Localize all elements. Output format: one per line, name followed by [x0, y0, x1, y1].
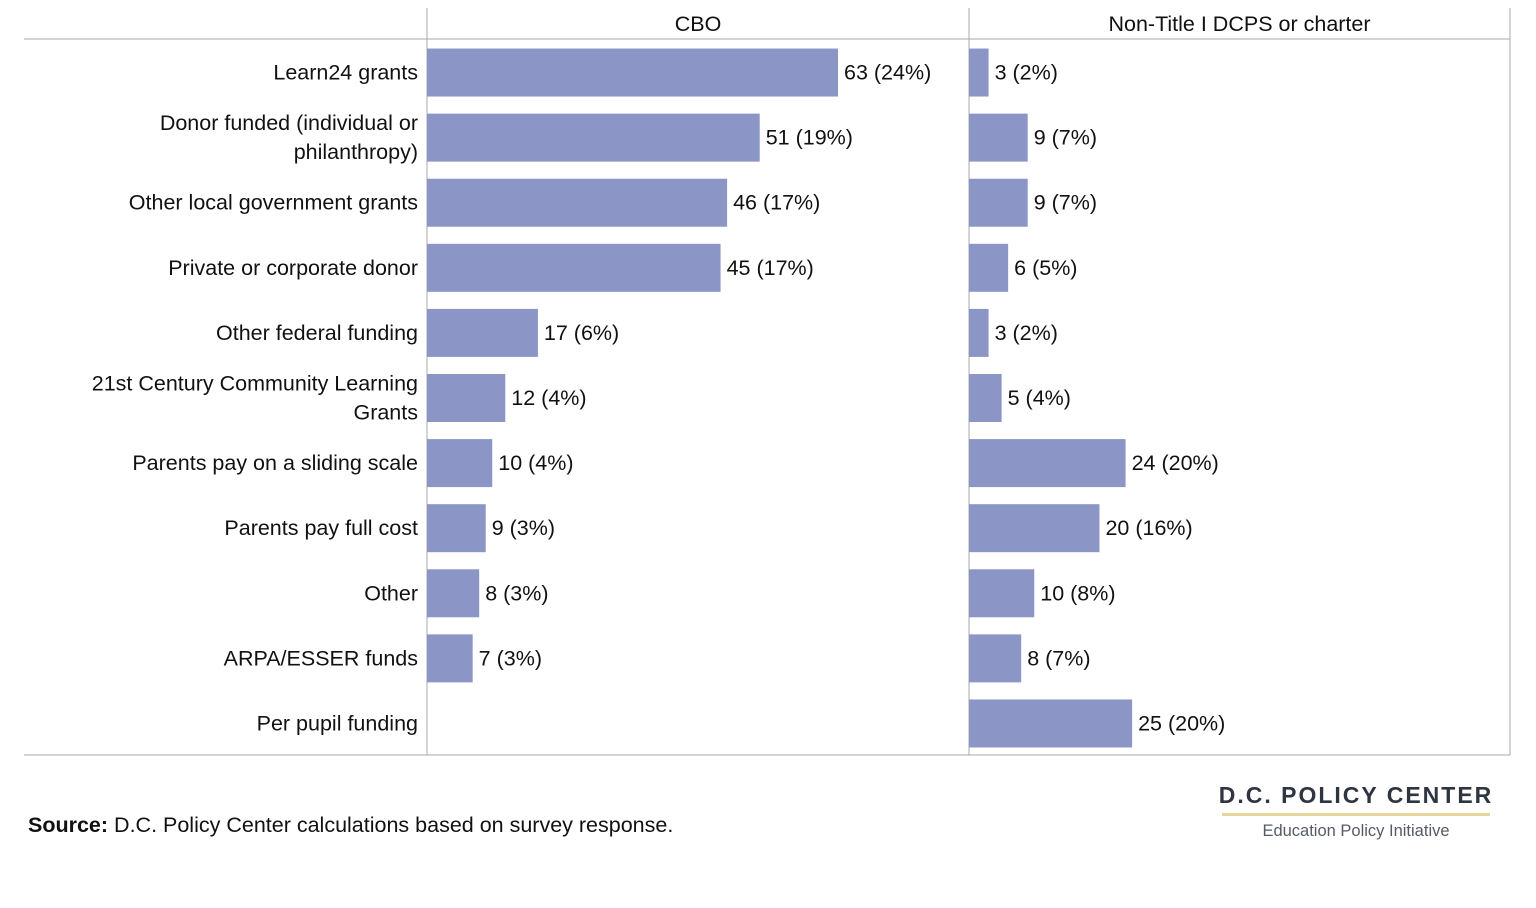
category-label: Other [364, 581, 418, 605]
bar [969, 439, 1126, 488]
category-labels: Learn24 grants Donor funded (individual o… [92, 61, 418, 736]
source-note: Source: D.C. Policy Center calculations … [28, 813, 673, 838]
bar [969, 178, 1028, 227]
logo-subtitle: Education Policy Initiative [1262, 822, 1450, 840]
dc-policy-center-logo: D.C. POLICY CENTER Education Policy Init… [1216, 782, 1496, 841]
data-label: 5 (4%) [1008, 386, 1071, 410]
bar [969, 48, 989, 97]
logo-divider [1222, 813, 1490, 816]
bar [427, 569, 480, 618]
source-text: D.C. Policy Center calculations based on… [108, 813, 674, 837]
data-label: 12 (4%) [511, 386, 586, 410]
data-label: 10 (8%) [1040, 581, 1115, 605]
category-label: Private or corporate donor [168, 256, 418, 280]
panel-title-1: Non-Title I DCPS or charter [1108, 12, 1370, 36]
bar [427, 504, 486, 553]
category-label: Learn24 grants [273, 61, 418, 85]
data-label: 17 (6%) [544, 321, 619, 345]
bar [969, 634, 1022, 683]
data-label: 9 (3%) [492, 516, 555, 540]
data-label: 9 (7%) [1034, 126, 1097, 150]
bar [427, 308, 538, 357]
bar [969, 308, 989, 357]
data-label: 63 (24%) [844, 61, 931, 85]
data-label: 3 (2%) [995, 61, 1058, 85]
bar [969, 699, 1133, 748]
data-label: 8 (3%) [485, 581, 548, 605]
data-label: 7 (3%) [479, 646, 542, 670]
bar [427, 634, 473, 683]
category-label: 21st Century Community Learning Grants [92, 372, 418, 425]
data-label: 20 (16%) [1105, 516, 1192, 540]
bar-chart: CBO Non-Title I DCPS or charter Learn24 g… [24, 8, 1511, 756]
bar [969, 504, 1100, 553]
bar [427, 178, 728, 227]
data-label: 10 (4%) [498, 451, 573, 475]
bar [427, 243, 721, 292]
source-label: Source: [28, 813, 109, 837]
category-label: Other federal funding [216, 321, 418, 345]
category-label: Per pupil funding [257, 711, 418, 735]
bar [969, 113, 1028, 162]
bar [969, 243, 1009, 292]
bar [427, 48, 838, 97]
bar [427, 374, 506, 422]
data-label: 8 (7%) [1027, 646, 1090, 670]
data-label: 46 (17%) [733, 191, 820, 215]
data-label: 25 (20%) [1138, 711, 1225, 735]
logo-name: D.C. POLICY CENTER [1218, 782, 1494, 808]
bar [427, 439, 493, 488]
category-label: ARPA/ESSER funds [224, 646, 418, 670]
bar [969, 569, 1035, 618]
category-label: Other local government grants [129, 191, 418, 215]
category-label: Parents pay on a sliding scale [132, 451, 418, 475]
panel-titles: CBO Non-Title I DCPS or charter [675, 12, 1371, 36]
data-label: 6 (5%) [1014, 256, 1077, 280]
category-label: Parents pay full cost [224, 516, 418, 540]
bars [427, 48, 1133, 748]
bar [427, 113, 760, 162]
bar [969, 374, 1002, 422]
data-label: 24 (20%) [1132, 451, 1219, 475]
data-label: 9 (7%) [1034, 191, 1097, 215]
value-labels: 63 (24%) 51 (19%) 46 (17%) 45 (17%) 17 (6%) 1… [479, 61, 1226, 736]
data-label: 51 (19%) [766, 126, 853, 150]
category-label: Donor funded (individual or philanthropy) [160, 111, 418, 164]
panel-title-0: CBO [675, 12, 722, 36]
data-label: 3 (2%) [995, 321, 1058, 345]
data-label: 45 (17%) [727, 256, 814, 280]
